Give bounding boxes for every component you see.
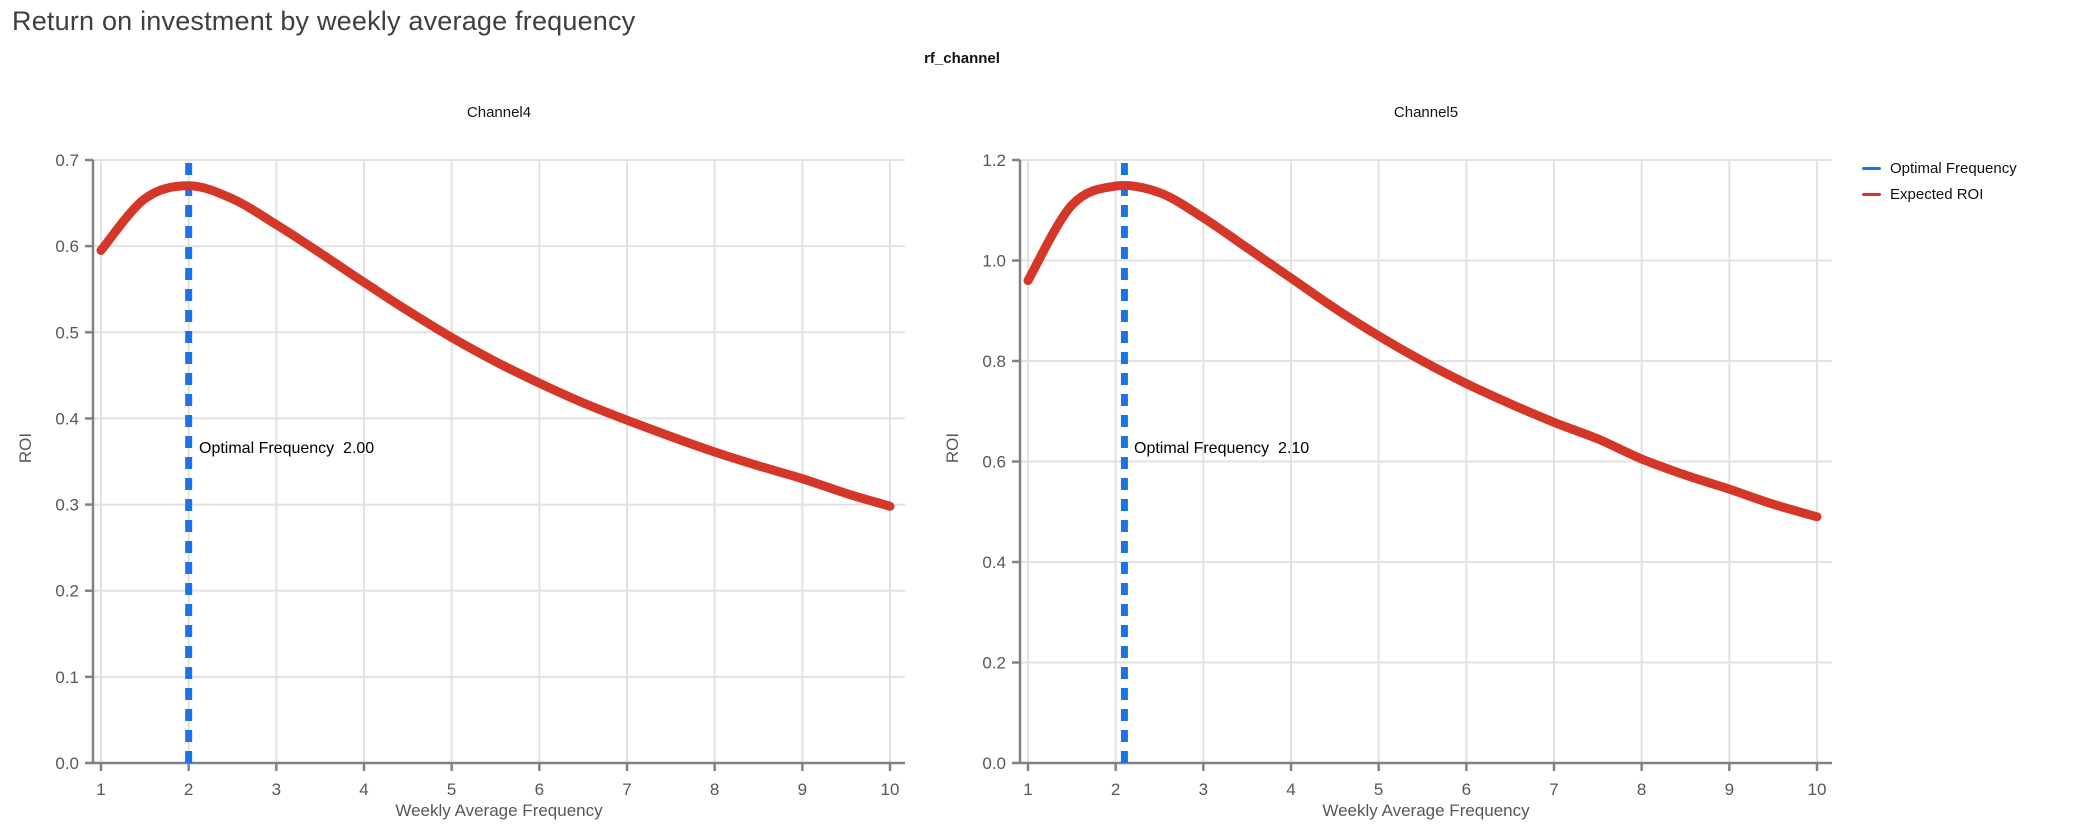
svg-text:3: 3 [272, 780, 281, 799]
svg-text:3: 3 [1199, 780, 1208, 799]
expected-roi-line-icon [1862, 193, 1881, 196]
svg-text:10: 10 [881, 780, 900, 799]
channel4-optimal-frequency-annotation: Optimal Frequency 2.00 [199, 440, 375, 457]
svg-text:0.2: 0.2 [55, 582, 79, 601]
svg-text:0.6: 0.6 [982, 453, 1006, 472]
svg-text:0.4: 0.4 [55, 409, 79, 428]
svg-text:0.6: 0.6 [55, 237, 79, 256]
channel5-plot: 0.0 0.2 0.4 0.6 0.8 1.0 1.2 1 2 3 4 5 6 7 8 9 10 [982, 151, 1832, 799]
legend-item-optimal-frequency[interactable]: Optimal Frequency [1862, 160, 2017, 177]
chart-title-channel4: Channel4 [466, 104, 532, 121]
svg-text:0.1: 0.1 [55, 668, 79, 687]
legend-item-expected-roi[interactable]: Expected ROI [1862, 186, 2017, 203]
legend: Optimal Frequency Expected ROI [1862, 160, 2017, 203]
svg-text:5: 5 [1374, 780, 1383, 799]
svg-text:0.0: 0.0 [982, 754, 1006, 773]
page-title: Return on investment by weekly average f… [12, 6, 636, 36]
svg-text:6: 6 [535, 780, 544, 799]
svg-text:9: 9 [1725, 780, 1734, 799]
channel4-plot: 0.0 0.1 0.2 0.3 0.4 0.5 0.6 0.7 1 2 3 4 5 6 7 8 9 10 [55, 151, 905, 799]
svg-text:7: 7 [1549, 780, 1558, 799]
channel5-optimal-frequency-annotation: Optimal Frequency 2.10 [1134, 440, 1310, 457]
svg-text:0.3: 0.3 [55, 496, 79, 515]
optimal-frequency-line-icon [1862, 167, 1881, 170]
svg-text:0.5: 0.5 [55, 323, 79, 342]
legend-label: Optimal Frequency [1890, 160, 2017, 177]
svg-text:2: 2 [1111, 780, 1120, 799]
svg-text:6: 6 [1462, 780, 1471, 799]
svg-text:0.4: 0.4 [982, 553, 1006, 572]
svg-text:7: 7 [622, 780, 631, 799]
svg-text:5: 5 [447, 780, 456, 799]
chart-title-channel5: Channel5 [1393, 104, 1459, 121]
svg-text:8: 8 [710, 780, 719, 799]
svg-text:1.2: 1.2 [982, 151, 1006, 170]
legend-label: Expected ROI [1890, 186, 1984, 203]
svg-text:1.0: 1.0 [982, 252, 1006, 271]
svg-text:0.2: 0.2 [982, 654, 1006, 673]
channel4-x-axis-label: Weekly Average Frequency [395, 801, 603, 820]
svg-text:2: 2 [184, 780, 193, 799]
channel5-x-axis-label: Weekly Average Frequency [1322, 801, 1530, 820]
channel5-y-axis-label: ROI [943, 432, 962, 464]
svg-text:4: 4 [359, 780, 368, 799]
svg-text:1: 1 [96, 780, 105, 799]
svg-text:8: 8 [1637, 780, 1646, 799]
svg-text:1: 1 [1023, 780, 1032, 799]
svg-text:0.7: 0.7 [55, 151, 79, 170]
facet-variable-label: rf_channel [924, 50, 1000, 67]
svg-text:4: 4 [1286, 780, 1295, 799]
svg-text:9: 9 [798, 780, 807, 799]
svg-text:0.0: 0.0 [55, 754, 79, 773]
svg-text:0.8: 0.8 [982, 352, 1006, 371]
svg-text:10: 10 [1808, 780, 1827, 799]
channel4-y-axis-label: ROI [16, 432, 35, 464]
